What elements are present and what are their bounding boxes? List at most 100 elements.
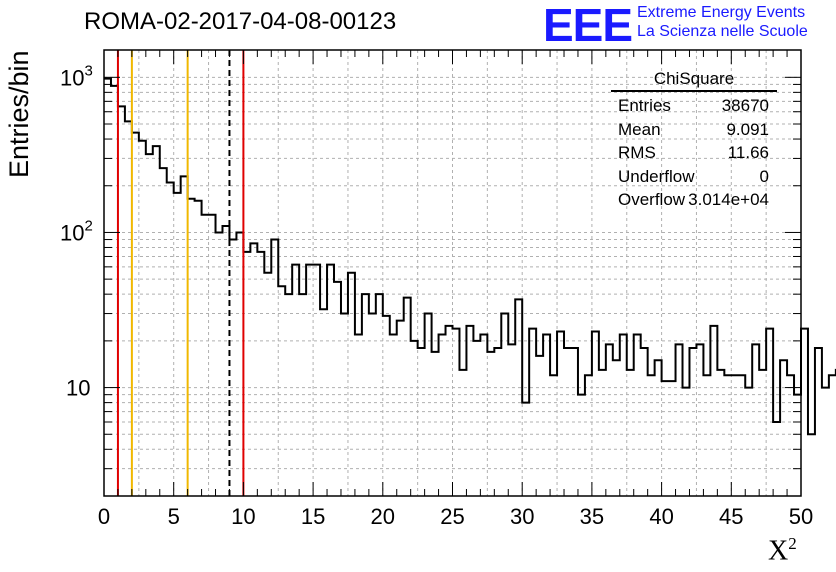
x-tick-label: 10 xyxy=(231,504,255,529)
histogram-bin xyxy=(222,225,229,227)
histogram-bin xyxy=(585,374,592,376)
histogram-bin xyxy=(564,347,571,349)
histogram-bin xyxy=(717,369,724,371)
histogram-bin xyxy=(557,330,564,332)
stats-key: Entries xyxy=(618,96,671,115)
histogram-bin xyxy=(299,293,306,295)
histogram-bin xyxy=(627,369,634,371)
histogram-bin xyxy=(599,369,606,371)
y-tick-exponent: 2 xyxy=(84,217,92,234)
histogram-bin xyxy=(181,175,188,177)
histogram-bin xyxy=(132,132,139,134)
histogram-bin xyxy=(676,343,683,345)
histogram-bin xyxy=(320,308,327,310)
histogram-bin xyxy=(390,333,397,335)
histogram-bin xyxy=(341,313,348,315)
histogram-bin xyxy=(348,272,355,274)
x-tick-label: 45 xyxy=(719,504,743,529)
histogram-series xyxy=(104,77,836,436)
histogram-bin xyxy=(578,394,585,396)
histogram-bin xyxy=(655,359,662,361)
histogram-bin xyxy=(160,167,167,169)
histogram-bin xyxy=(669,380,676,382)
x-tick-label: 5 xyxy=(168,504,180,529)
histogram-bin xyxy=(146,153,153,155)
y-tick-label: 10 xyxy=(66,376,90,401)
eee-logo-text: Extreme Energy Events La Scienza nelle S… xyxy=(637,3,808,41)
histogram-bin xyxy=(292,264,299,266)
histogram-bin xyxy=(104,78,111,80)
histogram-bin xyxy=(453,328,460,330)
histogram-bin xyxy=(153,145,160,147)
stats-key: Overflow xyxy=(618,190,686,209)
histogram-bin xyxy=(766,328,773,330)
y-tick-label: 103 xyxy=(60,62,93,90)
histogram-bin xyxy=(118,105,125,107)
x-tick-label: 15 xyxy=(301,504,325,529)
stats-row-entries: Entries 38670 xyxy=(611,94,777,118)
histogram-bin xyxy=(466,325,473,327)
y-tick-label: 102 xyxy=(60,217,93,245)
histogram-bin xyxy=(459,369,466,371)
histogram-bin xyxy=(209,214,216,216)
histogram-bin xyxy=(202,214,209,216)
histogram-bin xyxy=(480,333,487,335)
y-axis-label: Entries/bin xyxy=(4,50,34,178)
histogram-bin xyxy=(432,351,439,353)
histogram-bin xyxy=(724,374,731,376)
histogram-bin xyxy=(773,421,780,423)
stats-key: Underflow xyxy=(618,166,695,186)
histogram-bin xyxy=(683,387,690,389)
stats-row-underflow: Underflow 0 xyxy=(611,165,777,189)
stats-value: 9.091 xyxy=(726,119,769,139)
histogram-bin xyxy=(815,347,822,349)
histogram-bin xyxy=(508,343,515,345)
histogram-bin xyxy=(174,192,181,194)
histogram-bin xyxy=(536,355,543,357)
histogram-bin xyxy=(571,347,578,349)
histogram-bin xyxy=(515,298,522,300)
x-tick-label: 20 xyxy=(371,504,395,529)
histogram-bin xyxy=(271,239,278,241)
stats-row-overflow: Overflow 3.014e+04 xyxy=(611,188,777,212)
histogram-bin xyxy=(446,325,453,327)
histogram-bin xyxy=(494,347,501,349)
x-axis-label-base: X xyxy=(768,535,789,567)
stats-key: RMS xyxy=(618,143,656,162)
stats-row-rms: RMS 11.66 xyxy=(611,141,777,165)
x-tick-label: 25 xyxy=(440,504,464,529)
stats-value: 3.014e+04 xyxy=(688,190,769,209)
histogram-bin xyxy=(738,374,745,376)
x-tick-label: 0 xyxy=(98,504,110,529)
stats-row-mean: Mean 9.091 xyxy=(611,118,777,142)
histogram-bin xyxy=(829,374,836,376)
histogram-bin xyxy=(327,264,334,266)
histogram-bin xyxy=(236,231,243,233)
histogram-bin xyxy=(745,387,752,389)
histogram-bin xyxy=(418,347,425,349)
eee-logo: EEE xyxy=(543,0,633,51)
x-tick-label: 30 xyxy=(510,504,534,529)
histogram-bin xyxy=(411,340,418,342)
stats-value: 38670 xyxy=(721,96,769,115)
histogram-bin xyxy=(759,369,766,371)
histogram-bin xyxy=(487,351,494,353)
histogram-bin xyxy=(752,343,759,345)
histogram-bin xyxy=(404,297,411,299)
logo-line-2: La Scienza nelle Scuole xyxy=(637,23,808,40)
histogram-bin xyxy=(257,251,264,253)
histogram-bin xyxy=(362,293,369,295)
histogram-bin xyxy=(369,313,376,315)
x-tick-label: 35 xyxy=(580,504,604,529)
histogram-bin xyxy=(139,140,146,142)
histogram-bin xyxy=(801,328,808,330)
histogram-bin xyxy=(787,374,794,376)
stats-key: Mean xyxy=(618,119,661,139)
histogram-bin xyxy=(125,120,132,122)
histogram-bin xyxy=(188,198,195,200)
histogram-bin xyxy=(648,374,655,376)
x-axis-label: X2 xyxy=(768,534,797,567)
histogram-bin xyxy=(522,402,529,404)
histogram-bin xyxy=(606,343,613,345)
